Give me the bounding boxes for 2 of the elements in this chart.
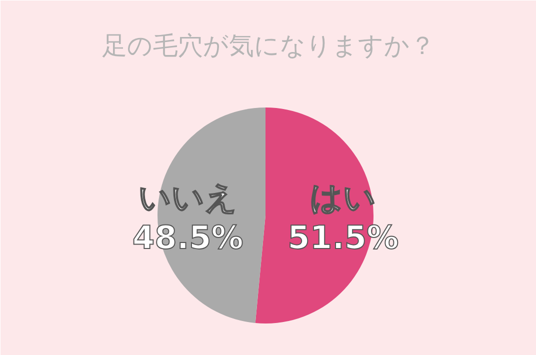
slice-label: いいえ: [138, 178, 238, 217]
chart-title: 足の毛穴が気になりますか？: [102, 31, 435, 60]
